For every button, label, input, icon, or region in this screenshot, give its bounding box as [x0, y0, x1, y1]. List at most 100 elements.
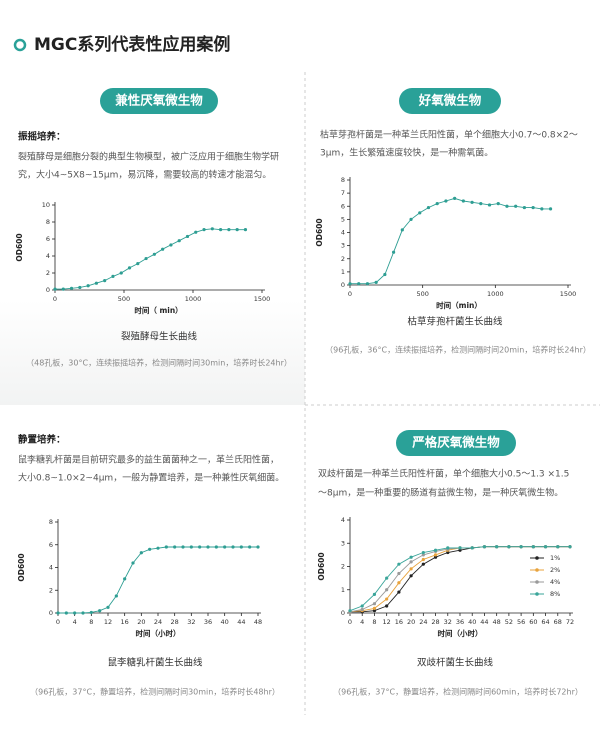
x-tick-label: 0 [53, 295, 57, 303]
y-tick-label: 2 [49, 586, 53, 594]
data-point [421, 562, 425, 566]
x-tick-label: 32 [444, 618, 452, 626]
data-point [397, 562, 401, 566]
data-point [202, 228, 206, 232]
badge [396, 430, 516, 456]
data-point [161, 247, 165, 251]
series-line [350, 197, 551, 285]
data-point [210, 227, 214, 231]
y-tick-label: 2 [341, 255, 345, 263]
x-tick-label: 28 [171, 618, 179, 626]
x-axis-label: 时间（min） [436, 300, 482, 310]
data-point [470, 200, 474, 204]
data-point [106, 605, 110, 609]
x-tick-label: 4 [360, 618, 364, 626]
desc: 裂殖酵母是细胞分裂的典型生物模型，被广泛应用于细胞生物学研 [18, 151, 279, 163]
data-point [453, 196, 457, 200]
data-point [123, 577, 127, 581]
x-tick-label: 4 [73, 618, 77, 626]
data-point [409, 560, 413, 564]
x-tick-label: 68 [554, 618, 562, 626]
x-tick-label: 48 [493, 618, 501, 626]
data-point [397, 590, 401, 594]
legend-swatch [535, 592, 539, 596]
x-tick-label: 36 [204, 618, 212, 626]
data-point [372, 592, 377, 597]
x-tick-label: 500 [118, 295, 130, 303]
data-point [385, 597, 389, 601]
y-tick-label: 2 [341, 563, 345, 571]
data-point [127, 266, 132, 270]
data-point [522, 205, 527, 210]
data-point [214, 545, 218, 549]
x-axis-label: 时间（小时） [438, 628, 483, 638]
y-tick-label: 8 [341, 176, 345, 184]
x-tick-label: 40 [221, 618, 229, 626]
x-tick-label: 36 [456, 618, 464, 626]
data-point [433, 553, 438, 557]
legend-swatch [535, 556, 539, 560]
note: （48孔板，30°C，连续振摇培养，检测间隔时间30min，培养时长24hr） [26, 358, 292, 368]
data-point [433, 548, 438, 552]
desc: 究，大小4~5X8~15μm，易沉降，需要较高的转速才能混匀。 [18, 169, 271, 181]
data-point [78, 285, 82, 290]
data-point [548, 207, 553, 211]
legend-label: 8% [550, 590, 560, 598]
caption: 枯草芽孢杆菌生长曲线 [407, 316, 503, 328]
data-point [458, 546, 462, 550]
x-tick-label: 12 [104, 618, 112, 626]
y-tick-label: 8 [49, 518, 53, 526]
x-tick-label: 8 [89, 618, 93, 626]
data-point [514, 204, 518, 208]
data-point [360, 607, 364, 612]
desc: ～8μm，是一种重要的肠道有益微生物，是一种厌氧微生物。 [318, 487, 563, 499]
data-point [487, 203, 492, 207]
data-point [144, 256, 148, 261]
data-point [365, 282, 370, 286]
data-point [103, 279, 107, 283]
desc: 鼠李糖乳杆菌是目前研究最多的益生菌菌种之一，革兰氏阳性菌， [18, 454, 279, 466]
subtitle: 静置培养： [18, 434, 66, 446]
x-tick-label: 0 [56, 618, 60, 626]
data-point [372, 602, 377, 606]
legend-label: 1% [550, 554, 560, 562]
badge-text: 兼性厌氧微生物 [115, 93, 203, 108]
y-tick-label: 6 [46, 235, 50, 243]
data-point [446, 550, 450, 555]
y-axis-label: OD600 [17, 553, 26, 581]
data-point [86, 284, 90, 288]
y-tick-label: 2 [46, 269, 50, 277]
data-point [248, 545, 252, 549]
data-point [479, 202, 483, 206]
data-point [119, 271, 123, 275]
y-tick-label: 7 [341, 189, 345, 197]
data-point [173, 545, 177, 549]
data-point [421, 550, 425, 555]
data-point [421, 553, 425, 557]
x-tick-label: 20 [407, 618, 415, 626]
data-point [531, 545, 535, 549]
note: （96孔板，37°C，静置培养，检测间隔时间60min，培养时长72hr） [333, 687, 583, 697]
x-tick-label: 24 [154, 618, 162, 626]
x-tick-label: 40 [468, 618, 476, 626]
data-point [152, 252, 156, 256]
x-tick-label: 1500 [254, 295, 271, 303]
y-tick-label: 6 [341, 202, 345, 210]
data-point [505, 204, 509, 208]
x-tick-label: 8 [372, 618, 376, 626]
data-point [206, 545, 210, 549]
y-tick-label: 0 [341, 281, 345, 289]
x-tick-label: 1000 [185, 295, 202, 303]
data-point [426, 205, 431, 210]
series-line [55, 228, 246, 290]
x-tick-label: 52 [505, 618, 513, 626]
y-tick-label: 0 [341, 609, 345, 617]
data-point [148, 547, 152, 551]
data-point [164, 545, 168, 549]
data-point [89, 610, 93, 615]
badge-text: 严格厌氧微生物 [411, 435, 500, 450]
x-axis-label: 时间（小时） [136, 628, 181, 638]
y-tick-label: 4 [46, 252, 50, 260]
panel-bg [0, 300, 305, 405]
data-point [385, 576, 389, 580]
